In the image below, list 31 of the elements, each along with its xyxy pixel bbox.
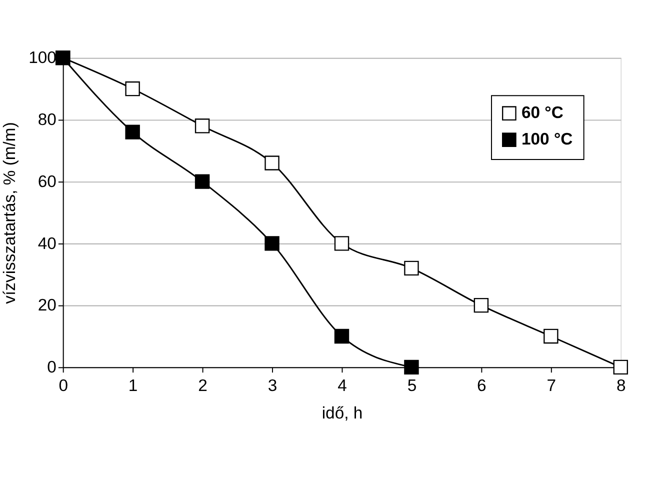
x-tick-label: 7 [546,376,556,396]
y-tick-label: 60 [38,172,56,191]
x-tick-label: 3 [268,376,278,396]
y-tick-label: 0 [47,358,56,377]
point [264,236,280,251]
x-tick-label: 4 [338,376,347,396]
x-tick-label: 1 [128,376,138,396]
point [544,328,558,344]
point [194,118,210,134]
point [404,260,419,276]
point [613,360,628,375]
y-tick-label: 20 [38,296,56,315]
point [334,236,350,251]
point [474,298,489,313]
y-axis-title: vízvisszatartás, % (m/m) [0,122,19,304]
x-tick-label: 2 [198,376,208,396]
point [125,81,140,96]
point [125,124,140,140]
x-tick-label: 8 [616,376,626,396]
x-axis-title: idő, h [322,404,363,423]
point [194,174,210,189]
point [334,328,350,344]
point [264,156,280,170]
y-tick-label: 100 [28,48,56,68]
legend-label: 100 °C [521,130,573,149]
point [404,360,419,375]
y-tick-label: 80 [38,110,56,130]
x-tick-label: 5 [407,376,417,396]
x-tick-label: 6 [477,376,486,396]
y-tick-label: 40 [38,234,56,253]
legend-label: 60 °C [521,103,564,122]
